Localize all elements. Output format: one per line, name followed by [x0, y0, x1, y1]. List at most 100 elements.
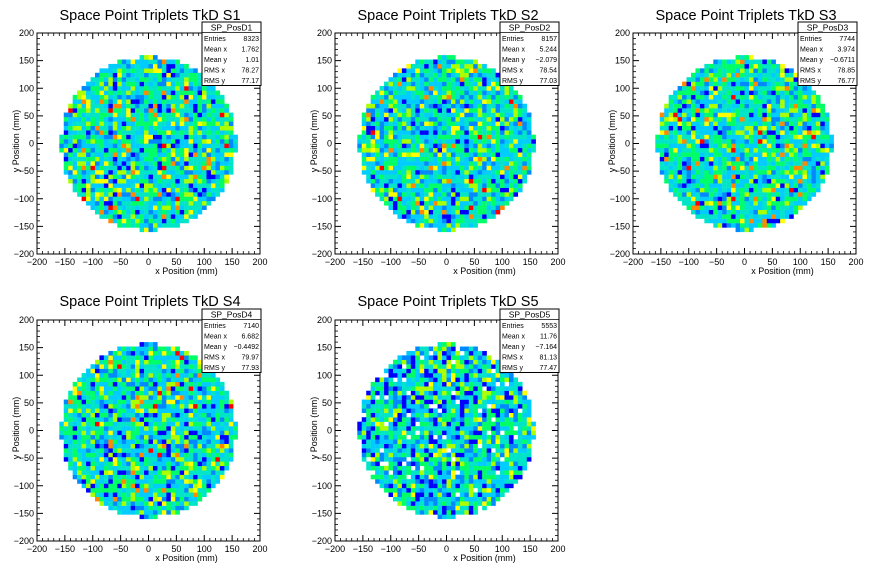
histogram-bin [687, 183, 692, 188]
histogram-bin [496, 139, 501, 144]
histogram-bin [785, 139, 790, 144]
histogram-bin [171, 170, 176, 175]
histogram-bin [402, 161, 407, 166]
histogram-bin [117, 347, 122, 352]
histogram-bin [429, 210, 434, 215]
histogram-bin [140, 342, 145, 347]
histogram-bin [713, 64, 718, 69]
histogram-bin [722, 130, 727, 135]
histogram-bin [171, 99, 176, 104]
histogram-bin [522, 166, 527, 171]
histogram-bin [211, 95, 216, 100]
histogram-bin [73, 170, 78, 175]
histogram-bin [727, 148, 732, 153]
histogram-bin [73, 113, 78, 118]
histogram-bin [375, 144, 380, 149]
histogram-bin [406, 99, 411, 104]
histogram-bin [789, 121, 794, 126]
histogram-bin [166, 104, 171, 109]
histogram-bin [442, 166, 447, 171]
histogram-bin [731, 152, 736, 157]
histogram-bin [144, 342, 149, 347]
histogram-bin [175, 77, 180, 82]
histogram-bin [482, 205, 487, 210]
histogram-bin [140, 64, 145, 69]
histogram-bin [206, 121, 211, 126]
histogram-bin [393, 86, 398, 91]
histogram-bin [660, 144, 665, 149]
histogram-bin [184, 130, 189, 135]
histogram-bin [157, 99, 162, 104]
histogram-bin [740, 161, 745, 166]
histogram-bin [149, 210, 154, 215]
histogram-bin [749, 130, 754, 135]
histogram-bin [478, 219, 483, 224]
stats-value: 78.54 [539, 68, 557, 75]
histogram-bin [220, 95, 225, 100]
histogram-bin [140, 453, 145, 458]
histogram-bin [131, 60, 136, 65]
histogram-bin [91, 484, 96, 489]
histogram-bin [117, 157, 122, 162]
histogram-bin [771, 201, 776, 206]
histogram-bin [77, 192, 82, 197]
histogram-bin [758, 130, 763, 135]
histogram-bin [447, 219, 452, 224]
histogram-bin [149, 444, 154, 449]
histogram-bin [198, 90, 203, 95]
histogram-bin [113, 377, 118, 382]
histogram-bin [153, 470, 158, 475]
histogram-bin [68, 422, 73, 427]
histogram-bin [736, 126, 741, 131]
histogram-bin [371, 166, 376, 171]
histogram-bin [135, 369, 140, 374]
histogram-bin [135, 413, 140, 418]
histogram-bin [789, 73, 794, 78]
histogram-bin [131, 426, 136, 431]
histogram-bin [389, 117, 394, 122]
histogram-bin [122, 201, 127, 206]
histogram-bin [153, 391, 158, 396]
histogram-bin [189, 192, 194, 197]
histogram-bin [709, 117, 714, 122]
histogram-bin [77, 400, 82, 405]
histogram-bin [406, 73, 411, 78]
histogram-bin [224, 130, 229, 135]
histogram-bin [780, 192, 785, 197]
histogram-bin [117, 117, 122, 122]
histogram-bin [122, 183, 127, 188]
histogram-bin [202, 183, 207, 188]
histogram-bin [86, 108, 91, 113]
histogram-bin [518, 117, 523, 122]
histogram-bin [113, 448, 118, 453]
histogram-bin [157, 470, 162, 475]
histogram-bin [531, 135, 536, 140]
histogram-bin [807, 157, 812, 162]
histogram-bin [789, 174, 794, 179]
histogram-bin [153, 466, 158, 471]
histogram-bin [122, 121, 127, 126]
histogram-bin [491, 144, 496, 149]
histogram-bin [722, 161, 727, 166]
histogram-bin [527, 117, 532, 122]
histogram-bin [131, 435, 136, 440]
histogram-bin [727, 157, 732, 162]
histogram-bin [95, 90, 100, 95]
histogram-bin [478, 73, 483, 78]
histogram-bin [451, 77, 456, 82]
histogram-bin [753, 64, 758, 69]
histogram-bin [718, 108, 723, 113]
histogram-bin [224, 121, 229, 126]
histogram-bin [77, 431, 82, 436]
histogram-bin [99, 201, 104, 206]
histogram-bin [82, 461, 87, 466]
histogram-bin [95, 413, 100, 418]
histogram-bin [447, 108, 452, 113]
stats-label: RMS y [800, 78, 822, 85]
histogram-bin [149, 135, 154, 140]
histogram-bin [108, 161, 113, 166]
histogram-bin [117, 475, 122, 480]
histogram-bin [727, 197, 732, 202]
histogram-bin [709, 82, 714, 87]
